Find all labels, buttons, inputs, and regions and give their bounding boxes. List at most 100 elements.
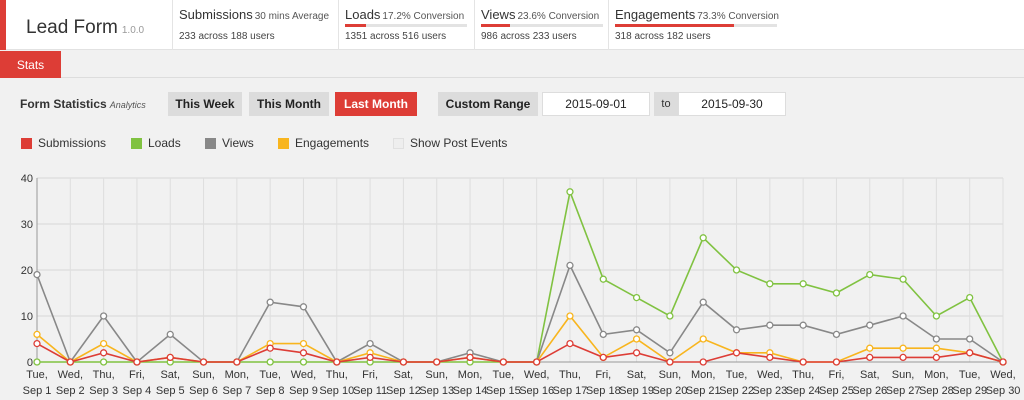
x-tick-label: Wed, bbox=[990, 369, 1015, 381]
metric-submissions[interactable]: Submissions 30 mins Average 233 across 18… bbox=[172, 0, 338, 50]
metric-title: Loads 17.2% Conversion bbox=[345, 7, 465, 22]
app-title-text: Lead Form bbox=[26, 17, 118, 38]
chart-series bbox=[33, 188, 1007, 366]
conversion-progress-bar bbox=[481, 24, 603, 27]
last-month-button[interactable]: Last Month bbox=[335, 92, 417, 116]
x-tick-label: Sat, bbox=[627, 369, 647, 381]
x-tick-label: Sep 2 bbox=[56, 385, 85, 397]
tab-bar: Stats bbox=[0, 51, 1024, 78]
data-point-submissions bbox=[533, 358, 541, 366]
x-tick-label: Sun, bbox=[892, 369, 915, 381]
data-point-submissions bbox=[766, 353, 774, 362]
legend-engagements[interactable]: Engagements bbox=[278, 136, 369, 150]
data-point-loads bbox=[599, 275, 607, 283]
data-point-loads bbox=[766, 280, 774, 288]
x-tick-label: Sep 19 bbox=[619, 385, 654, 397]
conversion-progress-fill bbox=[481, 24, 510, 27]
x-tick-label: Tue, bbox=[26, 369, 48, 381]
legend-views[interactable]: Views bbox=[205, 136, 254, 150]
x-tick-label: Wed, bbox=[291, 369, 316, 381]
metric-summary: 318 across 182 users bbox=[615, 31, 711, 42]
x-tick-label: Sep 6 bbox=[189, 385, 218, 397]
x-tick-label: Sep 22 bbox=[719, 385, 754, 397]
line-chart: 0 10 20 30 40 Tue, Sep 1 Wed, Sep 2 Thu, Sep 3 Fri,… bbox=[21, 173, 1021, 397]
start-date-input[interactable] bbox=[542, 92, 650, 116]
data-point-submissions bbox=[832, 358, 841, 366]
to-label: to bbox=[654, 92, 678, 116]
data-point-engagements bbox=[99, 339, 108, 348]
data-point-submissions bbox=[199, 358, 208, 366]
tab-stats[interactable]: Stats bbox=[0, 51, 61, 78]
x-tick-label: Sep 29 bbox=[952, 385, 987, 397]
chart-tick-labels: 0 10 20 30 40 Tue, Sep 1 Wed, Sep 2 Thu, Sep 3 Fri,… bbox=[21, 173, 1021, 397]
legend-submissions[interactable]: Submissions bbox=[21, 136, 106, 150]
header-accent bbox=[0, 0, 6, 50]
x-tick-label: Mon, bbox=[691, 369, 715, 381]
series-line-submissions bbox=[36, 342, 1004, 363]
metric-note: 73.3% Conversion bbox=[697, 11, 779, 22]
data-point-loads bbox=[932, 312, 941, 320]
data-point-submissions bbox=[366, 353, 374, 362]
y-tick-label: 40 bbox=[21, 173, 33, 185]
data-point-views bbox=[832, 330, 841, 339]
legend-loads[interactable]: Loads bbox=[131, 136, 181, 150]
data-point-views bbox=[966, 335, 974, 343]
metric-views[interactable]: Views 23.6% Conversion 986 across 233 use… bbox=[474, 0, 608, 50]
x-tick-label: Mon, bbox=[924, 369, 948, 381]
x-tick-label: Sat, bbox=[160, 369, 180, 381]
this-month-button[interactable]: This Month bbox=[249, 92, 329, 116]
custom-range-button[interactable]: Custom Range bbox=[438, 92, 538, 116]
data-point-submissions bbox=[166, 353, 174, 362]
data-point-submissions bbox=[499, 358, 507, 366]
data-point-views bbox=[599, 330, 607, 339]
data-point-views bbox=[166, 330, 174, 339]
x-tick-label: Sep 15 bbox=[486, 385, 521, 397]
x-tick-label: Sat, bbox=[860, 369, 880, 381]
data-point-views bbox=[699, 298, 707, 306]
x-tick-label: Sun, bbox=[659, 369, 682, 381]
data-point-submissions bbox=[466, 353, 474, 362]
x-tick-label: Sep 16 bbox=[519, 385, 554, 397]
conversion-progress-bar bbox=[615, 24, 777, 27]
header-bar: Lead Form 1.0.0 Submissions 30 mins Averag… bbox=[0, 0, 1024, 50]
x-tick-label: Sun, bbox=[192, 369, 215, 381]
data-point-loads bbox=[899, 275, 907, 283]
chart-grid bbox=[36, 177, 1004, 363]
metric-summary: 233 across 188 users bbox=[179, 31, 275, 42]
metric-note: 17.2% Conversion bbox=[382, 11, 465, 22]
data-point-submissions bbox=[266, 344, 274, 352]
x-tick-label: Mon, bbox=[458, 369, 482, 381]
metric-engagements[interactable]: Engagements 73.3% Conversion 318 across 1… bbox=[608, 0, 784, 50]
legend-label: Submissions bbox=[38, 136, 107, 150]
metric-summary: 986 across 233 users bbox=[481, 31, 577, 42]
x-tick-label: Tue, bbox=[259, 369, 281, 381]
data-point-submissions bbox=[999, 358, 1007, 366]
data-point-views bbox=[366, 339, 374, 348]
legend-show-post-events[interactable]: Show Post Events bbox=[393, 136, 507, 150]
metric-loads[interactable]: Loads 17.2% Conversion 1351 across 516 us… bbox=[338, 0, 474, 50]
x-tick-label: Sep 3 bbox=[89, 385, 118, 397]
legend-swatch bbox=[131, 137, 142, 149]
data-point-engagements bbox=[932, 344, 941, 352]
end-date-input[interactable] bbox=[678, 92, 786, 116]
data-point-submissions bbox=[732, 349, 741, 357]
x-tick-label: Fri, bbox=[362, 369, 378, 381]
data-point-views bbox=[99, 312, 108, 320]
x-tick-label: Sep 25 bbox=[819, 385, 854, 397]
data-point-submissions bbox=[233, 358, 241, 366]
data-point-loads bbox=[799, 280, 807, 288]
data-point-views bbox=[766, 321, 774, 329]
x-tick-label: Tue, bbox=[959, 369, 981, 381]
x-tick-label: Thu, bbox=[559, 369, 581, 381]
data-point-engagements bbox=[866, 344, 874, 352]
legend-swatch bbox=[393, 137, 404, 149]
data-point-engagements bbox=[299, 339, 308, 348]
data-point-submissions bbox=[566, 339, 574, 348]
this-week-button[interactable]: This Week bbox=[168, 92, 242, 116]
x-tick-label: Sep 9 bbox=[289, 385, 318, 397]
x-tick-label: Wed, bbox=[524, 369, 549, 381]
metric-summary: 1351 across 516 users bbox=[345, 31, 447, 42]
legend-swatch bbox=[21, 137, 32, 149]
section-title: Form Statistics Analytics bbox=[20, 97, 146, 111]
data-point-loads bbox=[666, 312, 674, 320]
